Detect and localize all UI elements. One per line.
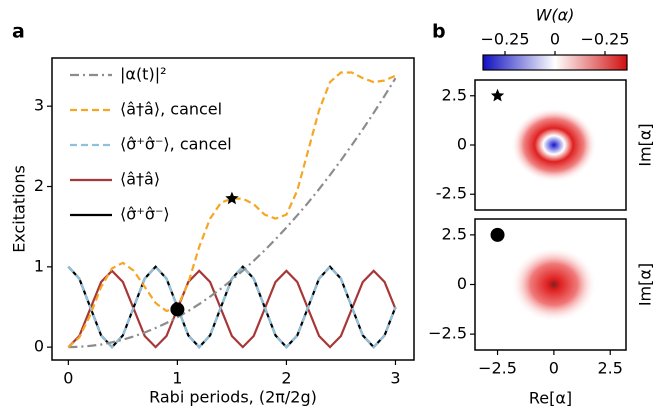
panel-label: a [12, 21, 25, 43]
panel-label: b [432, 21, 446, 43]
plot-frame [51, 57, 415, 361]
star-marker [490, 88, 505, 102]
star-marker [225, 191, 239, 205]
circle-marker [170, 302, 185, 317]
legend-label: ⟨â†â⟩, cancel [120, 100, 222, 119]
colorbar [482, 54, 628, 71]
x-tick-label: 0 [63, 369, 73, 388]
series-line [67, 265, 397, 349]
x-axis-label: Rabi periods, (2π/2g) [149, 388, 317, 407]
series-line [67, 71, 396, 348]
plot-frame [474, 218, 627, 351]
y-tick-label: 0 [457, 274, 467, 293]
y-tick-label: −2.5 [428, 324, 467, 343]
x-tick-label: 1 [172, 369, 182, 388]
legend-label: ⟨â†â⟩ [120, 170, 160, 189]
y-tick-label: 2.5 [442, 224, 467, 243]
y-axis-label: Excitations [10, 165, 29, 253]
y-tick-label: 0 [457, 135, 467, 154]
wigner-image [511, 246, 597, 323]
plot-frame [474, 79, 627, 211]
colorbar-tick-label: −0.25 [480, 30, 529, 49]
legend-label: ⟨σ̂⁺σ̂⁻⟩ [120, 205, 170, 224]
y-tick-label: 2 [34, 176, 44, 195]
wigner-image [511, 107, 597, 183]
y-tick-label: 3 [34, 96, 44, 115]
y-tick-label: 0 [34, 337, 44, 356]
y-axis-label: Im[α] [636, 123, 655, 166]
legend-label: |α(t)|² [120, 65, 167, 84]
y-tick-label: -2.5 [436, 184, 467, 203]
x-tick-label: 2 [281, 369, 291, 388]
y-tick-label: 2.5 [442, 85, 467, 104]
x-tick-label: 2.5 [597, 359, 622, 378]
colorbar-tick-label: 0 [550, 30, 560, 49]
legend-label: ⟨σ̂⁺σ̂⁻⟩, cancel [120, 135, 232, 154]
series-line [67, 269, 397, 349]
colorbar-label: W(α) [536, 6, 575, 25]
x-tick-label: 3 [390, 369, 400, 388]
y-tick-label: 1 [34, 256, 44, 275]
circle-marker [490, 227, 505, 242]
colorbar-tick-label: −0.25 [580, 30, 629, 49]
x-tick-label: −2.5 [478, 359, 517, 378]
series-line [68, 77, 397, 349]
x-tick-label: 0 [549, 359, 559, 378]
y-axis-label: Im[α] [636, 263, 655, 306]
x-axis-label: Re[α] [529, 389, 572, 408]
